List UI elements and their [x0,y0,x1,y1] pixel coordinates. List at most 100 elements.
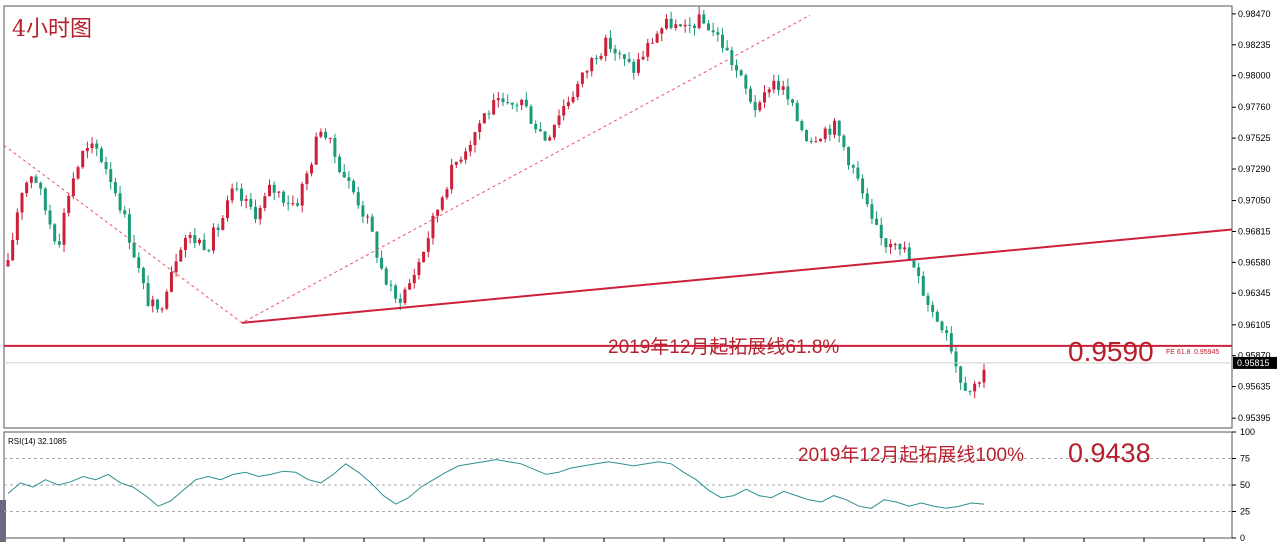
candle[interactable] [809,137,813,144]
candle[interactable] [856,161,860,181]
candle[interactable] [655,31,659,44]
candle[interactable] [366,213,370,224]
candle[interactable] [562,99,566,121]
candle[interactable] [296,198,300,207]
candle[interactable] [71,172,75,200]
candle[interactable] [758,100,762,113]
candle[interactable] [534,120,538,134]
candle[interactable] [450,158,454,194]
candle[interactable] [473,131,477,153]
candle[interactable] [823,126,827,143]
fib-expansion-dashed-path[interactable] [3,14,811,324]
candle[interactable] [636,52,640,76]
candle[interactable] [613,44,617,61]
candle[interactable] [216,223,220,237]
candle[interactable] [417,258,421,280]
candle[interactable] [524,92,528,108]
candle[interactable] [482,112,486,124]
candle[interactable] [207,249,211,253]
candle[interactable] [104,156,108,175]
candle[interactable] [445,186,449,200]
candle[interactable] [380,250,384,271]
candle[interactable] [113,177,117,197]
candle[interactable] [244,195,248,209]
candle[interactable] [931,301,935,318]
candle[interactable] [375,231,379,264]
candle[interactable] [25,181,29,198]
candle[interactable] [338,153,342,174]
candle[interactable] [585,69,589,79]
candle[interactable] [973,380,977,399]
candle[interactable] [90,137,94,154]
candle[interactable] [412,268,416,289]
candle[interactable] [912,259,916,269]
candle[interactable] [678,23,682,27]
candle[interactable] [641,50,645,61]
overlay-lines[interactable] [3,14,1233,364]
candle[interactable] [594,54,598,65]
candle[interactable] [739,69,743,77]
candle[interactable] [29,175,33,189]
candle[interactable] [95,139,99,157]
candle[interactable] [646,38,650,62]
candle[interactable] [99,146,103,164]
candle[interactable] [342,164,346,178]
candle[interactable] [426,231,430,258]
candle[interactable] [57,233,61,248]
candle[interactable] [959,365,963,391]
candle[interactable] [492,93,496,116]
candle[interactable] [819,138,823,142]
candle[interactable] [506,94,510,105]
candle[interactable] [786,78,790,106]
candle[interactable] [917,262,921,284]
candle[interactable] [702,9,706,24]
candle[interactable] [487,110,491,120]
candle[interactable] [777,74,781,96]
candle[interactable] [590,56,594,77]
candle[interactable] [552,124,556,141]
candle[interactable] [599,53,603,61]
candle[interactable] [347,171,351,189]
rsi-line[interactable] [7,459,985,509]
candle[interactable] [520,99,524,111]
candle[interactable] [314,132,318,165]
candle[interactable] [706,20,710,31]
candle[interactable] [749,85,753,104]
candle[interactable] [151,295,155,313]
candle[interactable] [48,204,52,230]
candle[interactable] [67,192,71,217]
candle[interactable] [370,213,374,233]
candle[interactable] [515,102,519,113]
candle[interactable] [604,34,608,62]
candle[interactable] [510,102,514,110]
candle[interactable] [155,298,159,313]
candle[interactable] [548,135,552,141]
candle[interactable] [576,80,580,101]
candle[interactable] [669,11,673,30]
candle[interactable] [141,266,145,290]
candle[interactable] [935,309,939,323]
candle[interactable] [889,239,893,255]
candle[interactable] [875,211,879,226]
candle[interactable] [305,170,309,191]
candle[interactable] [132,234,136,259]
candle[interactable] [865,188,869,208]
candle[interactable] [300,182,304,213]
candle[interactable] [356,186,360,209]
candle[interactable] [436,209,440,223]
candle[interactable] [81,150,85,169]
candle[interactable] [954,346,958,373]
candle[interactable] [795,100,799,122]
candle[interactable] [193,228,197,249]
candle[interactable] [608,30,612,53]
candle[interactable] [85,141,89,159]
candle[interactable] [422,251,426,263]
candle[interactable] [683,19,687,33]
candle[interactable] [384,266,388,286]
candle[interactable] [6,252,10,267]
candle[interactable] [291,195,295,207]
candle[interactable] [169,266,173,293]
candle[interactable] [277,190,281,198]
candle[interactable] [716,27,720,42]
